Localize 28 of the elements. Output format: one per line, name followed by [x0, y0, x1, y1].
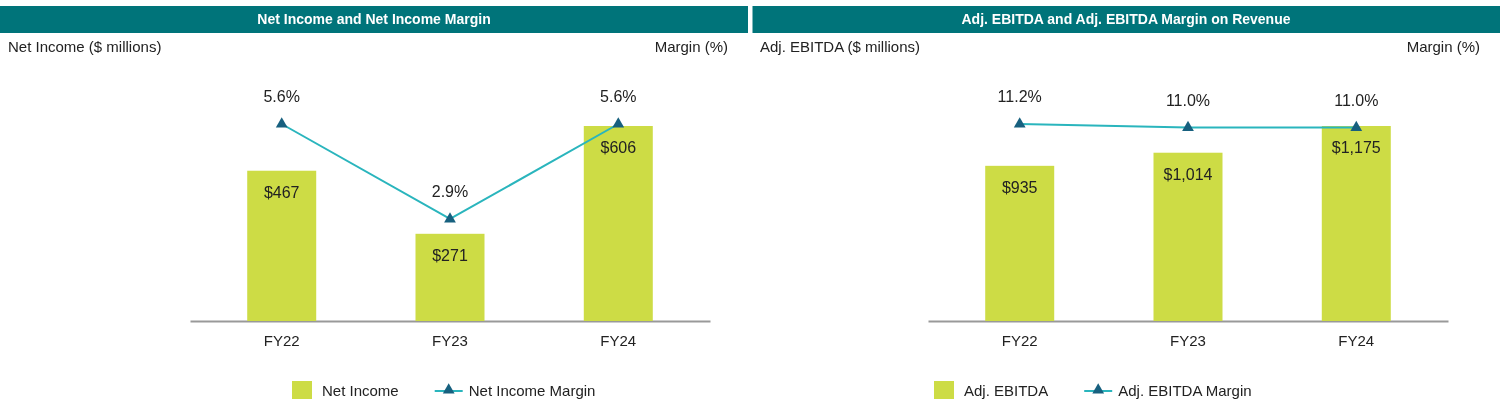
y2-axis-title: Margin (%) [1406, 38, 1480, 55]
data-label: 11.0% [1334, 91, 1379, 109]
data-label: $271 [432, 246, 468, 264]
x-tick-label: FY22 [263, 331, 300, 349]
legend-label: Adj. EBITDA Margin [1118, 382, 1252, 399]
data-label: $606 [600, 139, 637, 156]
data-label: 11.2% [997, 88, 1042, 105]
data-label: 5.6% [600, 88, 637, 105]
legend-label: Net Income Margin [468, 382, 596, 399]
x-tick-label: FY22 [1001, 331, 1038, 349]
x-tick-label: FY24 [600, 331, 637, 349]
legend-label: Adj. EBITDA [964, 382, 1049, 399]
data-label: $1,014 [1163, 165, 1213, 183]
data-label: 5.6% [263, 88, 300, 105]
x-tick-label: FY23 [1170, 331, 1206, 349]
data-label: $467 [263, 183, 300, 201]
y2-axis-title: Margin (%) [654, 38, 728, 55]
x-tick-label: FY23 [432, 331, 468, 349]
data-label: $935 [1001, 178, 1038, 196]
chart-title: Adj. EBITDA and Adj. EBITDA Margin on Revenue [961, 11, 1291, 27]
chart-title: Net Income and Net Income Margin [257, 11, 491, 27]
x-tick-label: FY24 [1338, 331, 1375, 349]
data-label: 11.0% [1165, 91, 1211, 109]
legend-label: Net Income [322, 382, 399, 399]
data-label: $1,175 [1331, 139, 1381, 156]
data-label: 2.9% [431, 182, 469, 200]
y-axis-title: Adj. EBITDA ($ millions) [760, 38, 921, 55]
y-axis-title: Net Income ($ millions) [8, 38, 162, 55]
